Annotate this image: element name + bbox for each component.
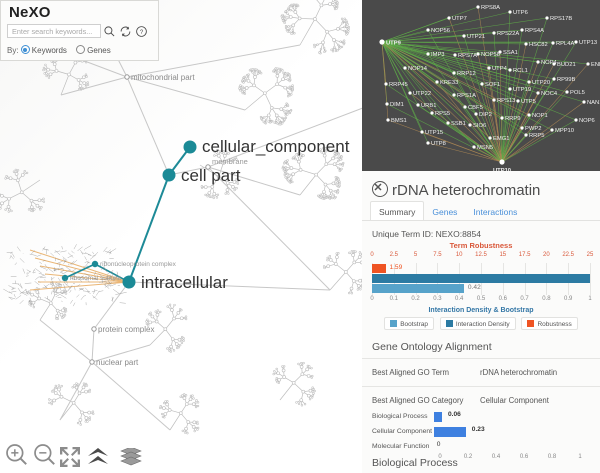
svg-text:intracellular: intracellular xyxy=(141,273,228,292)
svg-text:RPS1A: RPS1A xyxy=(457,93,476,99)
svg-text:RRP12: RRP12 xyxy=(457,71,476,77)
svg-text:NOP14: NOP14 xyxy=(408,66,428,72)
svg-text:cellular_component: cellular_component xyxy=(202,137,350,156)
svg-text:mitochondrial part: mitochondrial part xyxy=(131,73,195,82)
svg-text:UTP6: UTP6 xyxy=(513,10,528,16)
svg-text:NOP6: NOP6 xyxy=(579,118,595,124)
svg-text:SIO6: SIO6 xyxy=(473,123,486,129)
svg-text:SSA1: SSA1 xyxy=(503,50,518,56)
svg-text:HSC82: HSC82 xyxy=(529,42,548,48)
svg-text:SOF1: SOF1 xyxy=(485,82,500,88)
svg-text:RRP9: RRP9 xyxy=(505,116,520,122)
svg-text:NOP56: NOP56 xyxy=(431,28,450,34)
svg-text:KRE33: KRE33 xyxy=(440,80,458,86)
svg-text:BUD21: BUD21 xyxy=(557,62,576,68)
svg-text:?: ? xyxy=(140,30,144,36)
svg-text:cell part: cell part xyxy=(181,166,241,185)
svg-text:RRP45: RRP45 xyxy=(389,82,408,88)
svg-text:RPS7A: RPS7A xyxy=(458,53,477,59)
svg-text:UTP20: UTP20 xyxy=(532,80,550,86)
svg-text:RPS17B: RPS17B xyxy=(550,16,572,22)
svg-text:protein complex: protein complex xyxy=(98,325,154,334)
svg-text:PWP2: PWP2 xyxy=(525,126,541,132)
svg-text:IMP3: IMP3 xyxy=(431,52,445,58)
svg-text:UTP13: UTP13 xyxy=(579,40,597,46)
svg-text:DIM1: DIM1 xyxy=(390,102,404,108)
svg-text:RP99B: RP99B xyxy=(557,77,576,83)
svg-text:RPS22A: RPS22A xyxy=(497,31,519,37)
svg-text:MSN5: MSN5 xyxy=(477,145,493,151)
svg-text:RPL4A: RPL4A xyxy=(556,41,575,47)
svg-text:ENP1: ENP1 xyxy=(591,62,600,68)
svg-text:UTP19: UTP19 xyxy=(513,87,531,93)
svg-text:DIP2: DIP2 xyxy=(479,112,492,118)
svg-text:UTP7: UTP7 xyxy=(452,16,467,22)
svg-text:UTP21: UTP21 xyxy=(467,34,485,40)
svg-text:RCL1: RCL1 xyxy=(513,68,528,74)
svg-text:NAN1: NAN1 xyxy=(587,100,600,106)
svg-text:POL5: POL5 xyxy=(570,90,585,96)
svg-text:UTP8: UTP8 xyxy=(431,141,446,147)
svg-text:EMG1: EMG1 xyxy=(493,136,509,142)
svg-text:UTP15: UTP15 xyxy=(425,130,443,136)
svg-text:RRP5: RRP5 xyxy=(529,133,544,139)
svg-text:RPS8A: RPS8A xyxy=(481,5,500,11)
svg-text:NOC4: NOC4 xyxy=(541,91,558,97)
svg-text:RPS4A: RPS4A xyxy=(525,28,544,34)
svg-text:NOP58: NOP58 xyxy=(481,52,500,58)
svg-text:NOP4: NOP4 xyxy=(541,60,558,66)
svg-text:ribonucleoprotein complex: ribonucleoprotein complex xyxy=(100,261,177,268)
svg-text:RPS13: RPS13 xyxy=(497,98,515,104)
svg-text:UTP4: UTP4 xyxy=(492,66,508,72)
svg-text:MPP10: MPP10 xyxy=(555,128,574,134)
svg-text:BMS1: BMS1 xyxy=(391,118,407,124)
svg-text:UTP9: UTP9 xyxy=(386,41,402,47)
svg-text:nuclear part: nuclear part xyxy=(96,358,139,367)
svg-text:URB1: URB1 xyxy=(421,103,436,109)
svg-text:CBF5: CBF5 xyxy=(468,105,483,111)
svg-text:UTP5: UTP5 xyxy=(521,99,536,105)
svg-text:UTP22: UTP22 xyxy=(413,91,431,97)
svg-text:SSB1: SSB1 xyxy=(451,121,466,127)
svg-text:membrane: membrane xyxy=(212,157,248,166)
svg-text:RPS5: RPS5 xyxy=(435,111,450,117)
svg-text:NOP1: NOP1 xyxy=(532,113,548,119)
